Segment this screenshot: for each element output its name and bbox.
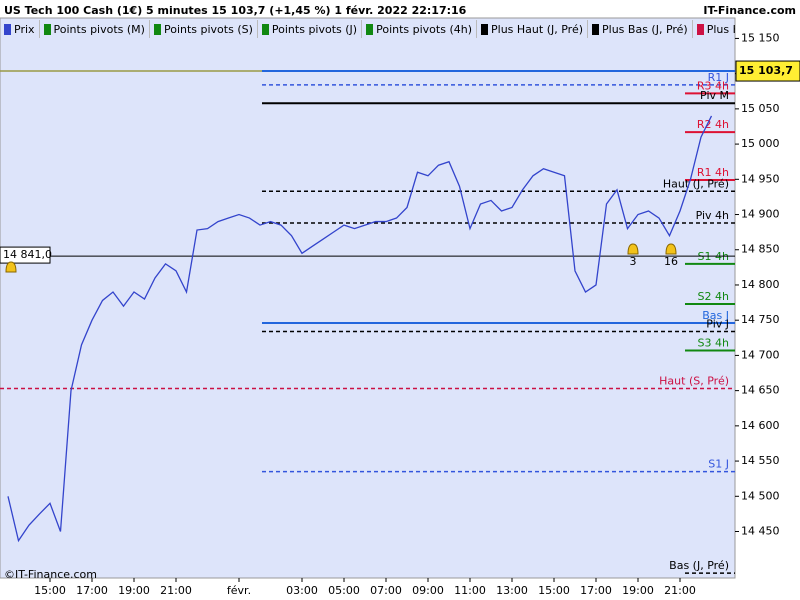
y-tick-label: 15 000 — [741, 137, 780, 150]
x-tick-label: 21:00 — [160, 584, 192, 597]
alert-label: 16 — [664, 255, 678, 268]
legend-swatch — [43, 23, 51, 35]
x-tick-label: 19:00 — [622, 584, 654, 597]
legend-label: Points pivots (J) — [271, 22, 358, 36]
legend-label: Points pivots (M) — [53, 22, 145, 36]
x-tick-label: 15:00 — [538, 584, 570, 597]
level-label: Piv 4h — [696, 209, 729, 222]
legend-item[interactable]: Points pivots (M) — [40, 20, 150, 38]
legend-label: Plus Bas (J, Pré) — [602, 22, 688, 36]
plot-area — [0, 17, 736, 579]
y-tick-label: 14 800 — [741, 278, 780, 291]
x-tick-label: 17:00 — [580, 584, 612, 597]
level-label: S2 4h — [698, 290, 729, 303]
legend-item[interactable]: Plus Haut (S, Pré) — [693, 20, 735, 38]
level-label: S1 J — [708, 458, 729, 471]
y-tick-label: 14 600 — [741, 419, 780, 432]
legend-swatch — [481, 23, 489, 35]
legend-item[interactable]: Plus Bas (J, Pré) — [588, 20, 693, 38]
level-label: S3 4h — [698, 336, 729, 349]
legend-item[interactable]: Prix — [0, 20, 40, 38]
alert-bell — [627, 243, 639, 255]
legend-item[interactable]: Points pivots (S) — [150, 20, 258, 38]
x-tick-label: 03:00 — [286, 584, 318, 597]
x-tick-label: 21:00 — [664, 584, 696, 597]
level-label: Haut (J, Pré) — [663, 177, 729, 190]
legend-label: Prix — [14, 22, 35, 36]
y-tick-label: 14 550 — [741, 454, 780, 467]
level-label: R3 4h — [697, 79, 729, 92]
level-label: R1 J — [708, 71, 729, 84]
legend-item[interactable]: Plus Haut (J, Pré) — [477, 20, 589, 38]
y-tick-label: 14 750 — [741, 313, 780, 326]
legend-swatch — [4, 23, 11, 35]
x-tick-label: 15:00 — [34, 584, 66, 597]
y-tick-label: 14 650 — [741, 384, 780, 397]
legend-item[interactable]: Points pivots (J) — [258, 20, 363, 38]
level-label: Bas J — [702, 309, 729, 322]
legend-swatch — [592, 23, 600, 35]
chart-title: US Tech 100 Cash (1€) 5 minutes 15 103,7… — [4, 4, 467, 17]
x-tick-label: 13:00 — [496, 584, 528, 597]
legend-item[interactable]: Points pivots (4h) — [362, 20, 478, 38]
x-tick-label: 05:00 — [328, 584, 360, 597]
x-tick-label: 07:00 — [370, 584, 402, 597]
legend-swatch — [366, 23, 374, 35]
last-price-box — [735, 60, 800, 82]
y-tick-label: 14 900 — [741, 208, 780, 221]
y-tick-label: 14 950 — [741, 172, 780, 185]
y-tick-label: 14 450 — [741, 525, 780, 538]
x-tick-label: 17:00 — [76, 584, 108, 597]
legend-label: Points pivots (4h) — [376, 22, 473, 36]
legend-label: Plus Haut (J, Pré) — [491, 22, 584, 36]
x-tick-label: févr. — [227, 584, 251, 597]
site-name: IT-Finance.com — [703, 4, 796, 17]
alert-label: 3 — [630, 255, 637, 268]
footer: ©IT-Finance.com — [4, 568, 97, 581]
level-label: Bas (J, Pré) — [669, 559, 729, 572]
x-tick-label: 09:00 — [412, 584, 444, 597]
legend-swatch — [153, 23, 161, 35]
level-label: R2 4h — [697, 118, 729, 131]
y-tick-label: 14 700 — [741, 348, 780, 361]
x-tick-label: 19:00 — [118, 584, 150, 597]
alert-bell — [5, 261, 17, 273]
marker-box — [0, 246, 51, 264]
legend-label: Plus Haut (S, Pré) — [706, 22, 735, 36]
legend-swatch — [261, 23, 269, 35]
price-line — [7, 115, 713, 543]
marker-label: 14 841,0 — [3, 248, 52, 261]
legend: Prix Points pivots (M) Points pivots (S) Po… — [0, 20, 735, 38]
level-label: R1 4h — [697, 166, 729, 179]
y-tick-label: 15 150 — [741, 31, 780, 44]
level-label: Piv M — [700, 89, 729, 102]
last-price-label: 15 103,7 — [739, 64, 793, 77]
legend-label: Points pivots (S) — [163, 22, 253, 36]
y-tick-label: 14 500 — [741, 489, 780, 502]
y-tick-label: 15 050 — [741, 102, 780, 115]
x-tick-label: 11:00 — [454, 584, 486, 597]
alert-bell — [665, 243, 677, 255]
y-tick-label: 14 850 — [741, 243, 780, 256]
legend-swatch — [696, 23, 704, 35]
level-label: Piv J — [706, 317, 729, 330]
level-label: Haut (S, Pré) — [659, 375, 729, 388]
